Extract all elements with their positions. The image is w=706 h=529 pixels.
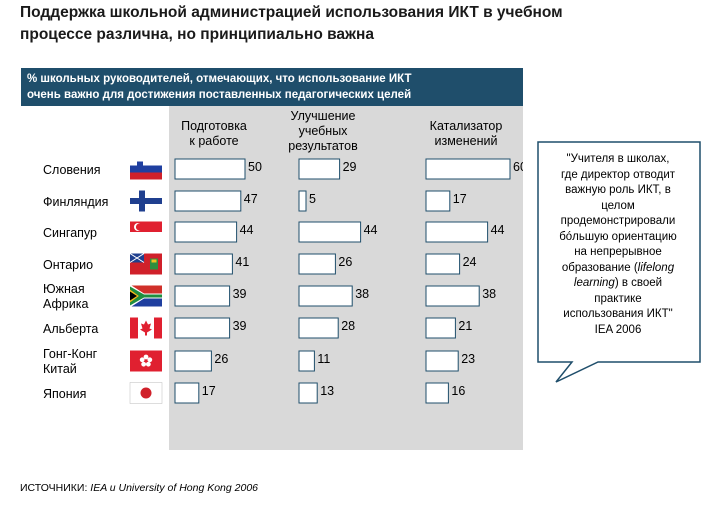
japan-flag-icon [129, 382, 163, 404]
page-title: Поддержка школьной администрацией исполь… [20, 2, 700, 46]
bar-value-label: 21 [458, 319, 472, 333]
category-label: Южная [43, 282, 85, 296]
hong-kong-flag-icon [130, 350, 162, 372]
bar [298, 285, 353, 307]
callout-line: на непрерывное [574, 246, 662, 258]
callout-line: бóльшую ориентацию [559, 230, 677, 243]
callout-line: где директор отводит [560, 168, 676, 181]
bar [174, 190, 242, 212]
category-label: Китай [43, 362, 77, 376]
bar-value-label: 16 [451, 384, 465, 398]
callout-shape [537, 141, 701, 383]
series-header-2: Улучшение [291, 109, 356, 123]
category-label: Альберта [43, 322, 98, 336]
bar [298, 221, 362, 243]
bar-value-label: 24 [463, 255, 477, 269]
category-label: Япония [43, 387, 86, 401]
series-header-3: изменений [435, 134, 498, 148]
bar [425, 190, 451, 212]
bar [298, 253, 336, 275]
series-header-2: учебных [299, 124, 349, 138]
south-africa-flag-icon [130, 284, 162, 308]
bar [425, 253, 461, 275]
category-label: Африка [43, 297, 88, 311]
slovenia-flag-icon [130, 158, 162, 180]
callout-line: использования ИКТ" [563, 308, 673, 320]
chart-header: % школьных руководителей, отмечающих, чт… [21, 68, 523, 106]
bar-value-label: 17 [202, 384, 216, 398]
category-label: Гонг-Конг [43, 347, 98, 361]
header-line-2: очень важно для достижения поставленных … [27, 89, 412, 101]
callout-line: целом [601, 199, 635, 212]
bar-value-label: 39 [233, 319, 247, 333]
bar-value-label: 26 [214, 352, 228, 366]
bar-value-label: 38 [482, 287, 496, 301]
callout-line: важную роль ИКТ, в [565, 184, 671, 196]
bar-value-label: 44 [240, 223, 254, 237]
category-label: Словения [43, 163, 101, 177]
bar [174, 221, 238, 243]
bar-value-label: 50 [248, 160, 262, 174]
callout-line: практике [594, 292, 642, 305]
bar-value-label: 60 [513, 160, 523, 174]
alberta-flag-icon [130, 317, 162, 339]
bar-value-label: 13 [320, 384, 334, 398]
bar-value-label: 41 [235, 255, 249, 269]
bar [425, 158, 511, 180]
bar-value-label: 23 [461, 352, 475, 366]
bar-value-label: 29 [343, 160, 357, 174]
bar [174, 317, 231, 339]
bar-value-label: 26 [338, 255, 352, 269]
bar-value-label: 5 [309, 192, 316, 206]
bar [425, 350, 459, 372]
bar [174, 382, 200, 404]
bar [174, 158, 246, 180]
bar [425, 382, 449, 404]
finland-flag-icon [130, 190, 162, 212]
series-header-2: результатов [288, 139, 358, 153]
category-label: Сингапур [43, 226, 97, 240]
callout-line: IEA 2006 [594, 323, 642, 336]
bar-value-label: 44 [491, 223, 505, 237]
bar [298, 350, 315, 372]
category-label: Онтарио [43, 258, 93, 272]
title-line-2: процессе различна, но принципиально важн… [20, 26, 375, 43]
callout-line: образование (lifelong [561, 261, 675, 274]
bar-value-label: 44 [364, 223, 378, 237]
bar [425, 317, 456, 339]
bar [298, 190, 307, 212]
bar [174, 350, 212, 372]
bar [298, 158, 341, 180]
singapore-flag-icon [130, 221, 162, 243]
category-label: Финляндия [43, 195, 108, 209]
source-italic: IEA и University of Hong Kong 2006 [90, 482, 259, 494]
bar-value-label: 38 [355, 287, 369, 301]
source-prefix: ИСТОЧНИКИ: [20, 482, 91, 494]
series-header-1: Подготовка [181, 119, 247, 133]
bar-value-label: 39 [233, 287, 247, 301]
bar [298, 317, 339, 339]
title-line-1: Поддержка школьной администрацией исполь… [20, 4, 563, 21]
ontario-flag-icon [129, 253, 162, 275]
header-line-1: % школьных руководителей, отмечающих, чт… [27, 73, 412, 85]
bar [174, 285, 231, 307]
callout-line: learning) в своей [573, 277, 663, 289]
bar-value-label: 17 [453, 192, 467, 206]
callout-text: "Учителя в школах, где директор отводит ва… [542, 152, 694, 338]
bar-value-label: 47 [244, 192, 258, 206]
callout-line: продемонстрировали [560, 215, 676, 227]
source-note: ИСТОЧНИКИ: IEA и University of Hong Kong… [20, 482, 258, 494]
bar-value-label: 11 [317, 352, 330, 366]
bar [174, 253, 233, 275]
series-header-3: Катализатор [430, 119, 503, 133]
callout-line: "Учителя в школах, [566, 153, 670, 165]
bar-value-label: 28 [341, 319, 355, 333]
bar [425, 285, 480, 307]
chart-panel: Подготовка к работе Улучшение учебных резуль… [21, 106, 523, 450]
bar [298, 382, 318, 404]
series-header-1: к работе [189, 134, 238, 148]
bar [425, 221, 489, 243]
